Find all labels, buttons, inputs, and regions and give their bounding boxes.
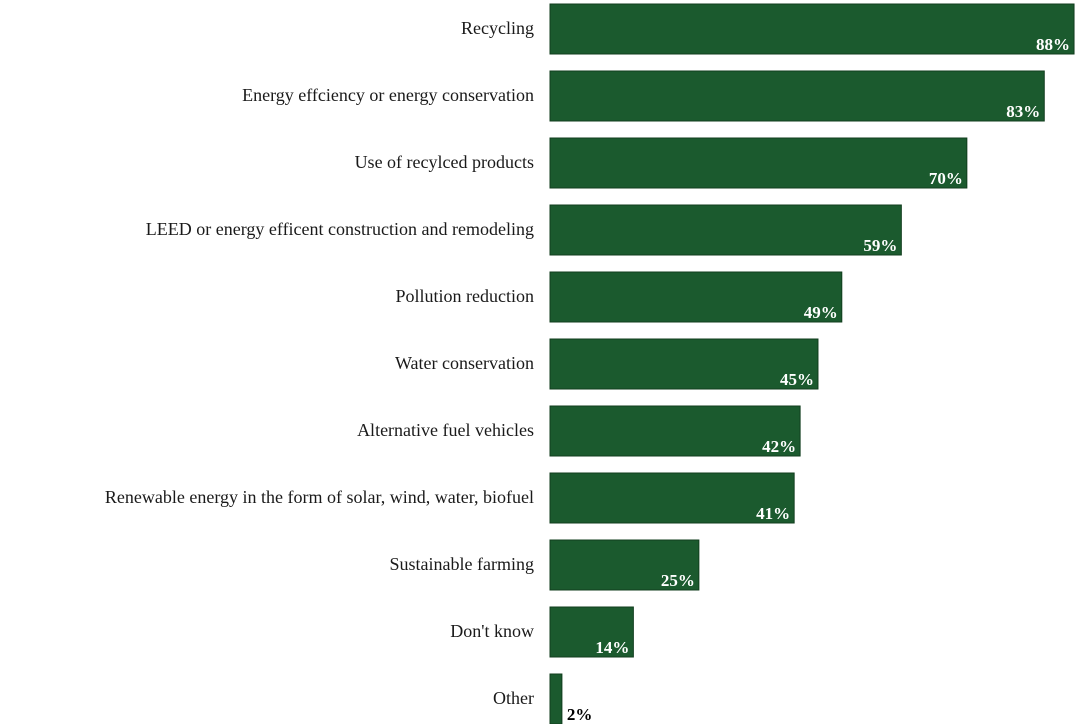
bar-leed-or-energy-efficent-construction-and-remodeling: [550, 205, 901, 255]
bar-use-of-recylced-products: [550, 138, 967, 188]
value-label-renewable-energy-in-the-form-of-solar-wind-water-biofuel: 41%: [756, 504, 790, 523]
value-label-energy-effciency-or-energy-conservation: 83%: [1006, 102, 1040, 121]
category-label-pollution-reduction: Pollution reduction: [396, 286, 535, 306]
value-label-sustainable-farming: 25%: [661, 571, 695, 590]
value-label-alternative-fuel-vehicles: 42%: [762, 437, 796, 456]
value-label-leed-or-energy-efficent-construction-and-remodeling: 59%: [863, 236, 897, 255]
category-label-energy-effciency-or-energy-conservation: Energy effciency or energy conservation: [242, 85, 534, 105]
bar-recycling: [550, 4, 1074, 54]
category-label-alternative-fuel-vehicles: Alternative fuel vehicles: [357, 420, 534, 440]
category-label-leed-or-energy-efficent-construction-and-remodeling: LEED or energy efficent construction and…: [146, 219, 534, 239]
category-labels: Recycling Energy effciency or energy cons…: [105, 18, 534, 708]
category-label-use-of-recylced-products: Use of recylced products: [355, 152, 534, 172]
value-label-pollution-reduction: 49%: [804, 303, 838, 322]
bar-other: [550, 674, 562, 724]
category-label-renewable-energy-in-the-form-of-solar-wind-water-biofuel: Renewable energy in the form of solar, w…: [105, 487, 534, 507]
value-label-recycling: 88%: [1036, 35, 1070, 54]
category-label-water-conservation: Water conservation: [395, 353, 534, 373]
bar-energy-effciency-or-energy-conservation: [550, 71, 1044, 121]
category-label-recycling: Recycling: [461, 18, 534, 38]
value-label-water-conservation: 45%: [780, 370, 814, 389]
value-label-use-of-recylced-products: 70%: [929, 169, 963, 188]
category-label-don-t-know: Don't know: [450, 621, 534, 641]
category-label-other: Other: [493, 688, 534, 708]
bar-water-conservation: [550, 339, 818, 389]
bar-pollution-reduction: [550, 272, 842, 322]
category-label-sustainable-farming: Sustainable farming: [390, 554, 534, 574]
value-label-other: 2%: [567, 705, 593, 724]
bars: [550, 4, 1074, 724]
value-label-don-t-know: 14%: [595, 638, 629, 657]
